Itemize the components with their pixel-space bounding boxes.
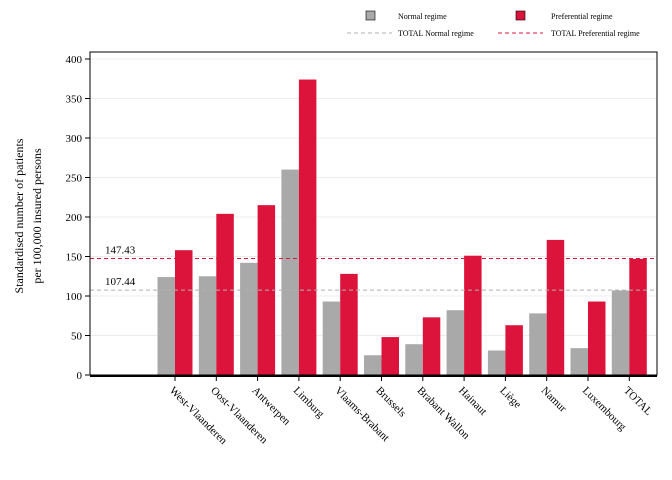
bar-preferential-9	[546, 239, 565, 375]
bar-normal-9	[529, 313, 547, 375]
y-tick-label: 100	[66, 291, 83, 303]
y-ticks: 0 50 100 150 200 250 300 350 400	[66, 54, 90, 382]
y-tick-label: 400	[66, 54, 83, 66]
bar-preferential-10	[588, 301, 606, 375]
axes	[89, 51, 658, 377]
reference-lines: 107.44 147.43	[90, 245, 657, 291]
legend-label-total-preferential: TOTAL Preferential regime	[551, 29, 640, 38]
y-axis-label-line1: Standardised number of patients	[12, 138, 26, 293]
bar-normal-4	[322, 301, 341, 375]
y-tick-label: 50	[71, 331, 83, 343]
bar-normal-2	[240, 262, 258, 375]
bar-preferential-6	[422, 317, 441, 375]
legend-label-normal: Normal regime	[398, 12, 447, 21]
legend-label-preferential: Preferential regime	[551, 12, 613, 21]
bar-normal-10	[570, 348, 588, 375]
bar-preferential-0	[175, 250, 193, 375]
bar-normal-1	[198, 276, 217, 375]
bar-preferential-3	[298, 79, 317, 375]
legend-swatch-normal	[365, 10, 376, 21]
legend: Normal regime Preferential regime TOTAL …	[347, 10, 640, 38]
bar-preferential-1	[216, 213, 234, 375]
bar-normal-6	[405, 344, 423, 375]
bar-preferential-11	[629, 258, 647, 375]
y-tick-label: 0	[77, 370, 83, 382]
bar-normal-0	[157, 277, 175, 375]
bar-normal-7	[446, 310, 465, 375]
reference-line-label-0: 107.44	[105, 276, 136, 288]
y-tick-label: 300	[66, 133, 83, 145]
y-axis-title: Standardised number of patients per 100,…	[12, 138, 44, 293]
bar-preferential-5	[381, 337, 399, 375]
y-tick-label: 250	[66, 173, 83, 185]
y-axis-label-line2: per 100,000 insured persons	[30, 148, 44, 284]
bar-preferential-8	[505, 325, 523, 375]
bar-normal-11	[611, 290, 630, 375]
legend-label-total-normal: TOTAL Normal regime	[398, 29, 474, 38]
bar-normal-5	[364, 355, 382, 375]
bar-normal-8	[487, 350, 506, 375]
y-tick-label: 200	[66, 212, 83, 224]
bar-preferential-7	[464, 255, 482, 375]
bar-preferential-4	[340, 273, 358, 375]
reference-line-label-1: 147.43	[105, 245, 136, 257]
bar-normal-3	[281, 169, 299, 375]
legend-swatch-preferential	[515, 10, 526, 21]
bars	[157, 79, 647, 375]
y-tick-label: 150	[66, 252, 83, 264]
y-tick-label: 350	[66, 94, 83, 106]
